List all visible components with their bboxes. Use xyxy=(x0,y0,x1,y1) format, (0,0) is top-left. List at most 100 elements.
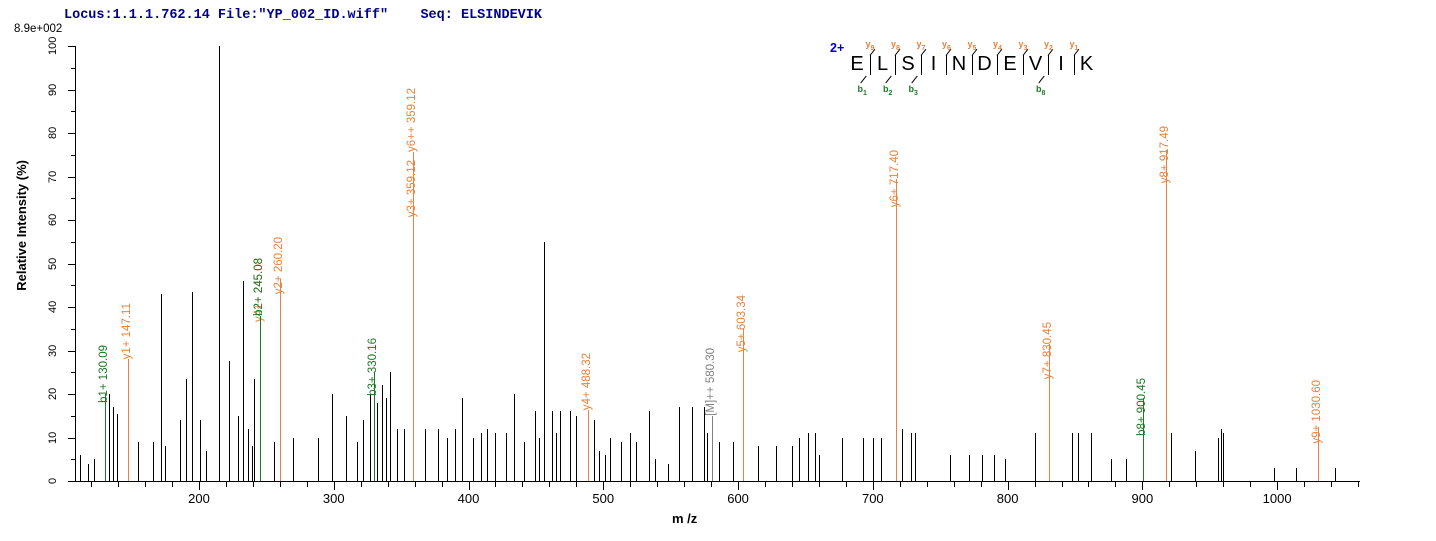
spectrum-peak xyxy=(108,394,110,481)
x-axis-tick-label: 1000 xyxy=(1262,491,1292,506)
spectrum-peak xyxy=(775,446,777,481)
spectrum-peak xyxy=(556,433,558,481)
x-axis-minor-tick xyxy=(980,482,982,487)
y-axis-tick-label: 80 xyxy=(47,126,59,140)
spectrum-peak xyxy=(363,420,365,481)
y-axis-tick-label: 10 xyxy=(47,431,59,444)
spectrum-peak xyxy=(461,398,463,481)
peptide-residue: S xyxy=(901,53,915,75)
spectrum-peak xyxy=(200,420,202,481)
spectrum-peak xyxy=(610,437,612,481)
peak-label-leader xyxy=(413,152,415,225)
spectrum-peak xyxy=(914,433,916,481)
x-axis-minor-tick xyxy=(1169,482,1171,487)
spectrum-peak xyxy=(93,459,95,481)
y-axis-label: Relative Intensity (%) xyxy=(14,160,29,291)
y-axis-tick xyxy=(68,394,75,395)
spectrum-peak xyxy=(630,433,632,481)
x-axis-tick-label: 600 xyxy=(727,491,749,506)
spectrum-peak xyxy=(274,441,276,481)
peak-label: y6+ 717.40 xyxy=(889,150,902,208)
annotated-peak xyxy=(1318,426,1320,481)
y-ion-label: y9 xyxy=(865,39,875,52)
spectrum-peak xyxy=(180,420,182,481)
peptide-residue: I xyxy=(930,53,937,75)
spectrum-peak xyxy=(1126,459,1128,481)
x-axis-minor-tick xyxy=(899,482,901,487)
peptide-residue: D xyxy=(977,53,992,75)
spectrum-peak xyxy=(386,398,388,481)
x-axis-minor-tick xyxy=(441,482,443,487)
x-axis-minor-tick xyxy=(225,482,227,487)
spectrum-peak xyxy=(543,241,545,481)
spectrum-peak xyxy=(758,446,760,481)
y-axis-minor-tick xyxy=(71,328,75,330)
y-ion-label: y7 xyxy=(916,39,926,52)
spectrum-peak xyxy=(487,428,489,481)
x-axis-label: m /z xyxy=(672,511,698,526)
spectrum-peak xyxy=(949,454,951,481)
y-axis-tick xyxy=(68,307,75,308)
y-axis-tick-label: 50 xyxy=(47,257,59,270)
spectrum-peak xyxy=(649,411,651,481)
x-axis-tick-label: 900 xyxy=(1131,491,1154,506)
x-axis-tick xyxy=(1007,482,1009,490)
y-ion-label: y6 xyxy=(942,39,951,52)
spectrum-peak xyxy=(719,441,721,481)
spectrum-peak xyxy=(692,407,694,481)
x-axis-minor-tick xyxy=(495,482,497,487)
b-ion-tick xyxy=(859,75,867,84)
annotated-peak xyxy=(711,433,713,481)
spectrum-peak xyxy=(1220,428,1222,481)
peak-label: b2+ 245.08 xyxy=(252,258,265,316)
spectrum-peak xyxy=(818,454,820,481)
spectrum-peak xyxy=(138,441,140,481)
peak-label-leader xyxy=(711,416,713,434)
spectrum-peak xyxy=(1194,450,1196,481)
x-axis-minor-tick xyxy=(145,482,147,487)
spectrum-peak xyxy=(397,428,399,481)
spectrum-peak xyxy=(1223,433,1225,481)
x-axis-minor-tick xyxy=(711,482,713,487)
x-axis-minor-tick xyxy=(522,482,524,487)
spectrum-peak xyxy=(514,394,516,481)
spectrum-peak xyxy=(243,280,245,481)
y-ion-label: y3 xyxy=(1018,39,1028,52)
x-axis-minor-tick xyxy=(1115,482,1117,487)
spectrum-peak xyxy=(205,450,207,481)
spectrum-peak xyxy=(654,459,656,481)
x-axis-tick-label: 300 xyxy=(322,491,345,506)
annotated-peak xyxy=(259,376,261,481)
x-axis-tick xyxy=(468,482,470,490)
y-ion-label: y5 xyxy=(967,39,977,52)
peak-label: y4+ 488.32 xyxy=(580,353,593,411)
precursor-charge-badge: 2+ xyxy=(830,41,845,55)
spectrum-peak xyxy=(1077,433,1079,481)
x-axis-minor-tick xyxy=(1304,482,1306,487)
x-axis-tick-label: 700 xyxy=(861,491,884,506)
x-axis-minor-tick xyxy=(252,482,254,487)
spectrum-peak xyxy=(704,407,706,481)
spectrum-peak xyxy=(798,437,800,481)
x-axis-minor-tick xyxy=(306,482,308,487)
peak-label: b1+ 130.09 xyxy=(97,345,110,403)
y-axis-minor-tick xyxy=(71,459,75,461)
spectrum-peak xyxy=(506,433,508,481)
b-ion-label: b8 xyxy=(1036,84,1046,97)
annotated-peak xyxy=(587,417,589,481)
peak-label-leader xyxy=(259,316,261,377)
x-axis-tick xyxy=(198,482,200,490)
x-axis-minor-tick xyxy=(657,482,659,487)
x-axis-tick-label: 800 xyxy=(996,491,1019,506)
y-axis-tick xyxy=(68,89,75,91)
fragment-separator xyxy=(869,55,871,75)
spectrum-peak xyxy=(495,433,497,481)
annotated-peak xyxy=(127,437,129,481)
spectrum-peak xyxy=(1335,467,1337,481)
spectrum-peak xyxy=(382,385,384,481)
spectrum-peak xyxy=(370,394,372,481)
fragment-separator xyxy=(1022,55,1024,75)
spectrum-peak xyxy=(707,433,709,481)
x-axis-minor-tick xyxy=(1196,482,1198,487)
